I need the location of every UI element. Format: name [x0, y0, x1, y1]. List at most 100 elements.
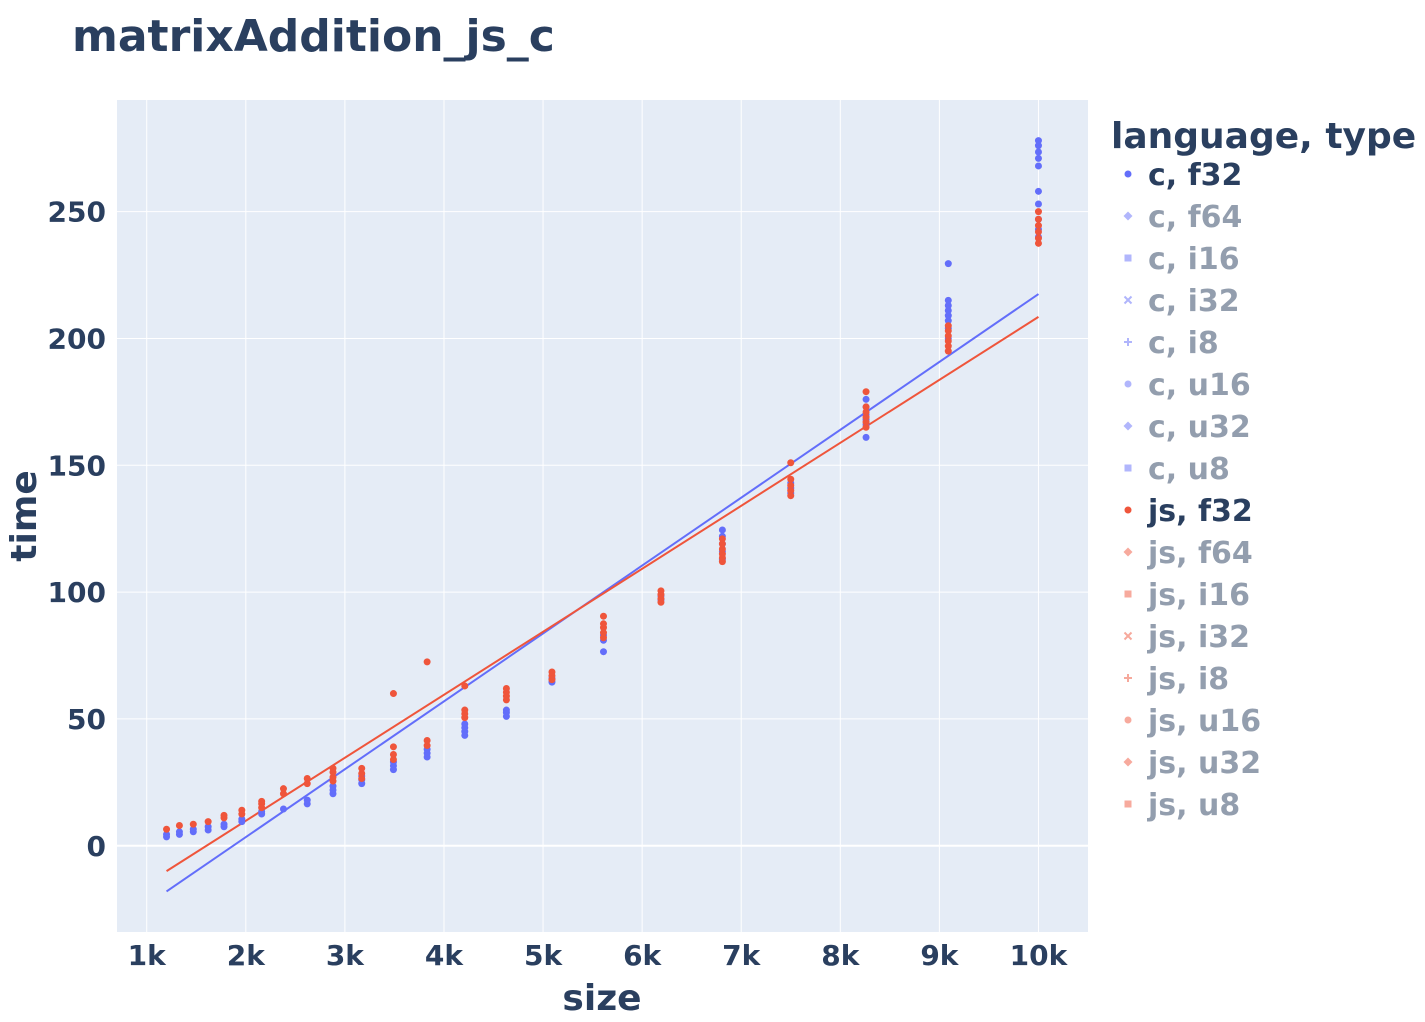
- legend-item[interactable]: js, f64: [1123, 536, 1253, 571]
- data-point-c-f32: [944, 317, 952, 325]
- data-point-js-f32: [787, 482, 795, 490]
- data-point-js-f32: [461, 706, 469, 714]
- legend-item[interactable]: c, i32: [1123, 284, 1240, 319]
- legend-item[interactable]: c, f64: [1123, 200, 1243, 235]
- data-point-js-f32: [175, 821, 183, 829]
- legend-item[interactable]: c, i16: [1124, 242, 1240, 277]
- data-point-js-f32: [599, 634, 607, 642]
- data-point-js-f32: [944, 347, 952, 355]
- data-point-js-f32: [220, 811, 228, 819]
- data-point-js-f32: [1034, 215, 1042, 223]
- legend-item[interactable]: js, u8: [1124, 788, 1241, 823]
- data-point-js-f32: [461, 682, 469, 690]
- data-point-js-f32: [787, 459, 795, 467]
- data-point-js-f32: [787, 492, 795, 500]
- legend-item[interactable]: js, f32: [1124, 494, 1253, 529]
- data-point-js-f32: [787, 487, 795, 495]
- legend-symbol: [1123, 295, 1133, 305]
- x-tick-label: 2k: [227, 939, 266, 972]
- y-tick-label: 250: [48, 196, 106, 229]
- legend-symbol: [1124, 254, 1132, 262]
- data-point-js-f32: [358, 764, 366, 772]
- chart-title: matrixAddition_js_c: [72, 11, 555, 62]
- legend-symbol: [1123, 211, 1133, 221]
- data-point-c-f32: [944, 296, 952, 304]
- data-point-js-f32: [718, 535, 726, 543]
- legend-label: js, i16: [1147, 578, 1250, 613]
- legend-symbol: [1123, 421, 1133, 431]
- y-tick-label: 150: [48, 449, 106, 482]
- data-point-js-f32: [303, 780, 311, 788]
- y-tick-label: 100: [48, 576, 106, 609]
- legend-label: c, f32: [1148, 158, 1242, 193]
- data-point-js-f32: [1034, 234, 1042, 242]
- data-point-c-f32: [461, 720, 469, 728]
- data-point-js-f32: [862, 413, 870, 421]
- legend-label: c, i32: [1148, 284, 1240, 319]
- data-point-js-f32: [862, 418, 870, 426]
- data-point-js-f32: [944, 342, 952, 350]
- data-point-js-f32: [279, 785, 287, 793]
- x-tick-label: 3k: [326, 939, 365, 972]
- x-tick-label: 4k: [425, 939, 464, 972]
- data-point-js-f32: [389, 690, 397, 698]
- data-point-js-f32: [389, 750, 397, 758]
- data-point-js-f32: [718, 545, 726, 553]
- data-point-js-f32: [238, 806, 246, 814]
- legend-item[interactable]: js, u32: [1123, 746, 1262, 781]
- legend-label: js, u16: [1147, 704, 1261, 739]
- data-point-js-f32: [599, 612, 607, 620]
- data-point-js-f32: [279, 790, 287, 798]
- data-point-js-f32: [599, 620, 607, 628]
- x-tick-label: 1k: [128, 939, 167, 972]
- data-point-js-f32: [389, 756, 397, 764]
- data-point-c-f32: [1034, 142, 1042, 150]
- data-point-js-f32: [944, 322, 952, 330]
- legend-items: c, f32 c, f64 c, i16 c, i32 c, i8 c, u16 c, u3…: [1123, 158, 1262, 823]
- legend-item[interactable]: js, i8: [1124, 662, 1229, 697]
- legend-symbol: [1124, 338, 1132, 346]
- data-point-js-f32: [599, 629, 607, 637]
- legend-symbol: [1124, 506, 1132, 514]
- legend-item[interactable]: c, i8: [1124, 326, 1219, 361]
- data-point-js-f32: [787, 475, 795, 483]
- x-tick-label: 10k: [1010, 939, 1069, 972]
- legend-symbol: [1124, 716, 1132, 724]
- legend-symbol: [1123, 757, 1133, 767]
- data-point-js-f32: [389, 743, 397, 751]
- data-point-js-f32: [163, 825, 171, 833]
- data-point-js-f32: [718, 550, 726, 558]
- data-point-js-f32: [862, 423, 870, 431]
- legend-symbol: [1124, 590, 1132, 598]
- trendline-c-f32: [165, 293, 1040, 893]
- legend-item[interactable]: js, u16: [1124, 704, 1262, 739]
- data-point-js-f32: [1034, 222, 1042, 230]
- x-tick-label: 5k: [524, 939, 563, 972]
- legend-label: js, f32: [1147, 494, 1253, 529]
- legend-symbol: [1124, 674, 1132, 682]
- legend-item[interactable]: c, f32: [1124, 158, 1243, 193]
- trendline-js-f32: [166, 316, 1039, 872]
- x-tick-label: 7k: [722, 939, 761, 972]
- legend-label: c, f64: [1148, 200, 1242, 235]
- legend-item[interactable]: c, u8: [1124, 452, 1230, 487]
- data-point-js-f32: [189, 820, 197, 828]
- legend-symbol: [1124, 800, 1132, 808]
- data-point-c-f32: [329, 782, 337, 790]
- data-point-c-f32: [238, 815, 246, 823]
- legend-symbol: [1124, 464, 1132, 472]
- data-point-js-f32: [862, 403, 870, 411]
- legend-item[interactable]: c, u16: [1124, 368, 1251, 403]
- data-point-js-f32: [944, 327, 952, 335]
- data-point-c-f32: [189, 825, 197, 833]
- legend-item[interactable]: js, i16: [1124, 578, 1251, 613]
- data-point-c-f32: [944, 301, 952, 309]
- legend-item[interactable]: c, u32: [1123, 410, 1251, 445]
- data-point-c-f32: [718, 526, 726, 534]
- legend-item[interactable]: js, i32: [1123, 620, 1251, 655]
- legend-symbol: [1123, 547, 1133, 557]
- data-point-c-f32: [599, 648, 607, 656]
- legend-label: c, u16: [1148, 368, 1251, 403]
- data-point-c-f32: [163, 830, 171, 838]
